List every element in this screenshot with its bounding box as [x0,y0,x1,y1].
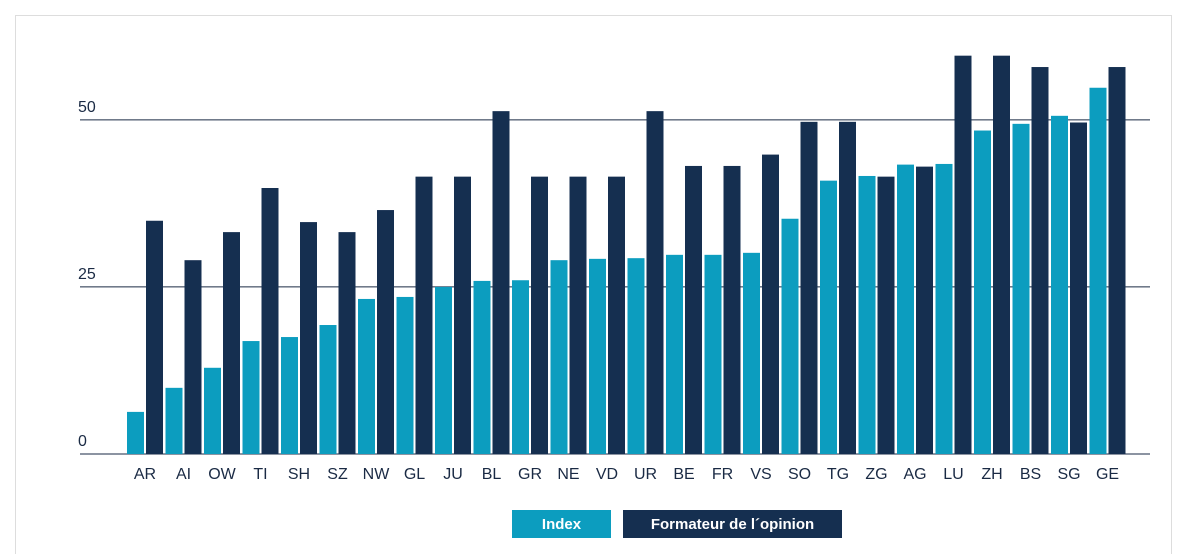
x-tick-label: GE [1096,466,1119,483]
x-tick-label: AI [176,466,191,483]
x-tick-label: VS [750,466,771,483]
bar [435,286,452,454]
bar [974,130,991,454]
x-tick-label: SO [788,466,811,483]
bar [627,258,645,454]
bar [242,341,260,454]
x-tick-label: NE [557,466,579,483]
bar [204,367,221,454]
bar [492,111,510,455]
bar [281,337,298,454]
bar [954,55,972,454]
x-tick-label: TG [827,466,849,483]
bar [396,296,414,454]
y-tick-label: 0 [78,433,87,450]
bar [1051,115,1068,454]
bar [704,254,722,454]
bar [377,210,394,454]
bar [916,166,933,454]
x-tick-label: SZ [327,466,348,483]
x-tick-label: LU [943,466,963,483]
bar [569,176,587,454]
x-tick-label: BL [482,466,502,483]
bar [415,176,433,454]
bar [165,387,183,454]
legend-label: Index [542,516,582,533]
bar [820,180,837,454]
x-tick-label: OW [208,466,236,483]
bar [608,176,625,454]
x-tick-label: VD [596,466,618,483]
y-tick-label: 50 [78,99,96,116]
bar [1108,67,1126,454]
bar [800,121,818,455]
x-tick-label: ZG [865,466,887,483]
bar [454,176,471,454]
x-tick-label: SG [1057,466,1080,483]
bar [589,258,606,454]
x-tick-label: AR [134,466,156,483]
bar [762,154,779,454]
bar [223,232,240,454]
bar [743,252,760,454]
x-tick-label: TI [253,466,267,483]
bar [338,232,356,454]
bar [666,254,683,454]
bar [512,280,529,454]
bar [358,298,375,454]
x-tick-label: AG [903,466,926,483]
x-tick-label: BS [1020,466,1041,483]
x-tick-label: UR [634,466,657,483]
bar [877,176,895,454]
bar [781,218,799,454]
bar [858,175,876,454]
bar [319,325,337,454]
bar [993,55,1010,454]
y-tick-label: 25 [78,266,96,283]
bar [839,121,856,455]
legend-label: Formateur de l´opinion [651,516,814,533]
bar [1089,87,1107,455]
bar [1012,123,1030,455]
bar [127,411,144,454]
legend-swatch [623,510,842,538]
bar [1031,67,1049,454]
bar [261,188,279,454]
bar [184,260,202,454]
bar [550,260,568,454]
x-tick-label: SH [288,466,310,483]
bar [473,280,491,454]
bar [646,111,664,455]
bar [531,176,548,454]
bar [146,220,163,454]
bar [685,165,702,454]
x-tick-label: NW [363,466,391,483]
x-tick-label: GR [518,466,542,483]
frame [15,15,1172,554]
x-tick-label: BE [673,466,694,483]
x-tick-label: GL [404,466,425,483]
x-tick-label: JU [443,466,463,483]
x-tick-label: ZH [981,466,1002,483]
bar [935,163,953,454]
bar [897,164,914,454]
x-tick-label: FR [712,466,733,483]
bar [300,222,317,454]
bar [723,165,741,454]
legend-swatch [512,510,611,538]
bar [1070,122,1087,455]
